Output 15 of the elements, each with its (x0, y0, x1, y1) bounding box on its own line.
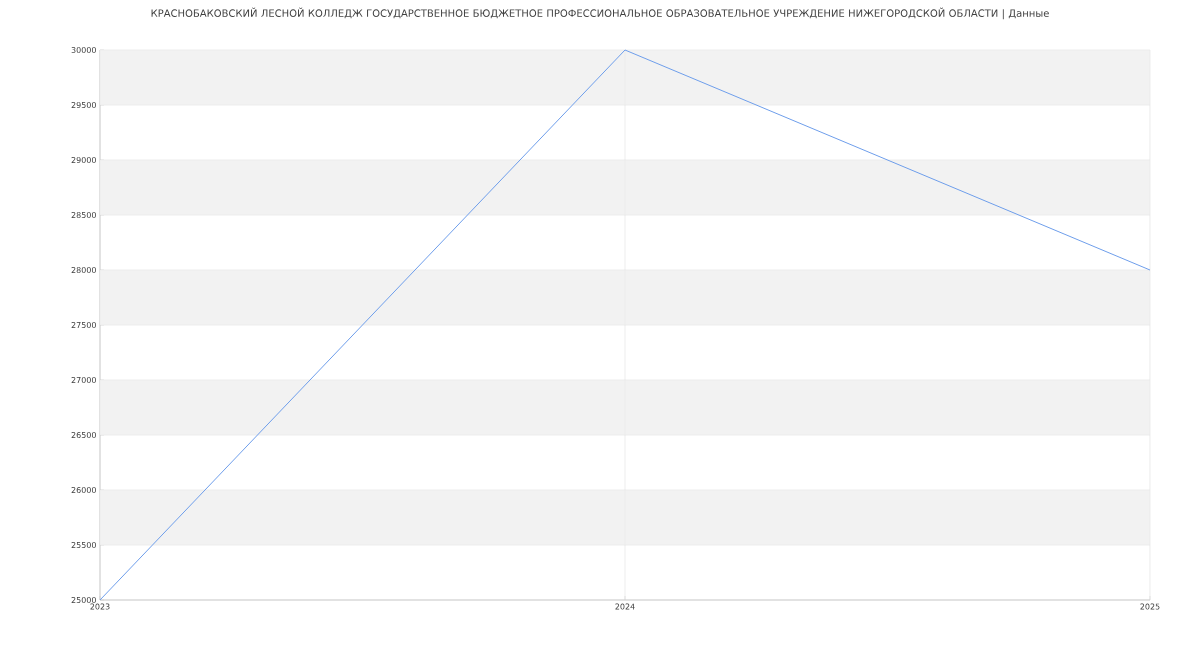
y-tick-label: 29000 (71, 156, 96, 164)
y-tick-label: 25500 (71, 541, 96, 549)
chart-title: КРАСНОБАКОВСКИЙ ЛЕСНОЙ КОЛЛЕДЖ ГОСУДАРСТВЕННОЕ БЮДЖЕТНОЕ ПРОФЕССИОНАЛЬНОЕ ОБРАЗОВАТЕЛЬНОЕ УЧРЕЖДЕНИЕ НИЖЕГОРОДСКОЙ ОБЛАСТИ | Данные (151, 7, 1049, 20)
y-tick-label: 25000 (71, 596, 96, 604)
y-tick-label: 28000 (71, 266, 96, 274)
y-tick-label: 26000 (71, 486, 96, 494)
y-tick-label: 26500 (71, 431, 96, 439)
y-tick-label: 28500 (71, 211, 96, 219)
y-tick-label: 29500 (71, 101, 96, 109)
y-tick-label: 27000 (71, 376, 96, 384)
x-tick-label: 2024 (615, 603, 635, 610)
x-tick-label: 2025 (1140, 603, 1160, 610)
y-tick-label: 27500 (71, 321, 96, 329)
x-tick-label: 2023 (90, 603, 110, 610)
y-tick-label: 30000 (71, 46, 96, 54)
